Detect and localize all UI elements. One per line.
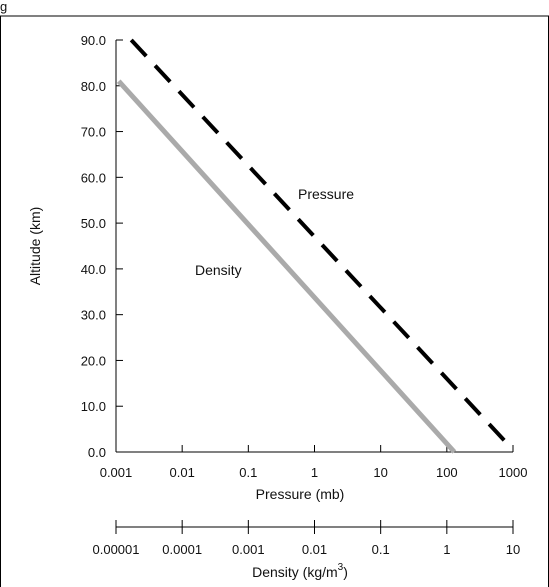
series-label-pressure: Pressure	[298, 186, 354, 202]
pressure-axis-title: Pressure (mb)	[256, 486, 345, 502]
pressure-tick-label: 0.1	[239, 465, 257, 480]
density-tick-label: 0.001	[232, 542, 265, 557]
density-tick-label: 0.1	[372, 542, 390, 557]
pressure-tick-label: 0.01	[170, 465, 195, 480]
pressure-tick-label: 10	[373, 465, 387, 480]
y-tick-label: 90.0	[81, 33, 106, 48]
pressure-axis-ticks: 0.001 0.01 0.1 1 10 100 1000	[100, 445, 528, 480]
pressure-tick-label: 1000	[499, 465, 528, 480]
density-axis-title-main: Density (kg/m	[252, 564, 338, 580]
density-axis-ticks: 0.00001 0.0001 0.001 0.01 0.1 1 10	[93, 520, 520, 557]
series-line-pressure	[129, 38, 509, 445]
series-label-density: Density	[195, 262, 242, 278]
corner-text: g	[0, 0, 7, 14]
density-tick-label: 0.01	[302, 542, 327, 557]
y-tick-label: 40.0	[81, 262, 106, 277]
series-layer	[116, 38, 509, 454]
density-tick-label: 0.0001	[162, 542, 202, 557]
y-tick-label: 20.0	[81, 353, 106, 368]
y-tick-label: 60.0	[81, 170, 106, 185]
y-tick-label: 30.0	[81, 308, 106, 323]
y-tick-label: 50.0	[81, 216, 106, 231]
density-axis-title-sup: 3	[338, 562, 344, 573]
series-line-density	[116, 79, 457, 454]
y-tick-label: 70.0	[81, 125, 106, 140]
y-tick-label: 80.0	[81, 79, 106, 94]
density-tick-label: 0.00001	[93, 542, 140, 557]
y-tick-label: 10.0	[81, 399, 106, 414]
pressure-tick-label: 1	[311, 465, 318, 480]
pressure-tick-label: 100	[436, 465, 458, 480]
density-axis-title: Density (kg/m3)	[252, 562, 348, 580]
density-axis-title-end: )	[343, 564, 348, 580]
density-tick-label: 10	[506, 542, 520, 557]
y-tick-label: 0.0	[88, 445, 106, 460]
y-axis-ticks: 0.0 10.0 20.0 30.0 40.0 50.0 60.0 70.0 80.0 90.0	[81, 33, 123, 460]
density-tick-label: 1	[443, 542, 450, 557]
pressure-tick-label: 0.001	[100, 465, 133, 480]
y-axis-title: Altitude (km)	[27, 207, 43, 286]
